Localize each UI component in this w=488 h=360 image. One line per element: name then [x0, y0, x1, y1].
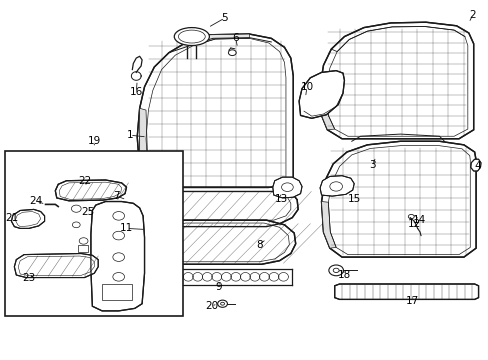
Text: 9: 9	[215, 282, 222, 292]
Text: 14: 14	[411, 215, 425, 225]
Polygon shape	[91, 202, 144, 311]
Circle shape	[79, 238, 88, 244]
Text: 3: 3	[368, 160, 375, 170]
Polygon shape	[140, 137, 154, 182]
Text: 24: 24	[29, 196, 42, 206]
Text: 22: 22	[78, 176, 91, 186]
Polygon shape	[140, 108, 148, 169]
Text: 5: 5	[221, 13, 228, 23]
Text: 7: 7	[113, 191, 120, 201]
Text: 18: 18	[337, 270, 350, 280]
Text: 15: 15	[347, 194, 360, 204]
Polygon shape	[137, 34, 293, 192]
Circle shape	[113, 212, 124, 220]
Polygon shape	[334, 284, 478, 300]
Polygon shape	[320, 22, 473, 139]
Polygon shape	[272, 177, 302, 198]
Polygon shape	[11, 210, 44, 228]
Text: 16: 16	[129, 87, 142, 97]
Polygon shape	[143, 220, 295, 264]
Text: 11: 11	[120, 224, 133, 233]
Polygon shape	[299, 71, 344, 118]
Polygon shape	[320, 176, 353, 196]
Text: 13: 13	[274, 194, 287, 204]
Text: 21: 21	[5, 213, 18, 222]
Circle shape	[71, 205, 81, 212]
Text: 17: 17	[405, 296, 419, 306]
Text: 20: 20	[204, 301, 218, 311]
Text: 8: 8	[255, 239, 262, 249]
Polygon shape	[14, 253, 98, 278]
Bar	[102, 284, 132, 300]
Polygon shape	[320, 87, 334, 130]
Polygon shape	[55, 180, 126, 201]
Circle shape	[217, 300, 227, 307]
Circle shape	[328, 265, 343, 276]
Circle shape	[72, 222, 80, 228]
Text: 4: 4	[473, 161, 480, 171]
Polygon shape	[131, 187, 298, 226]
Text: 23: 23	[22, 273, 36, 283]
Circle shape	[113, 273, 124, 281]
Polygon shape	[186, 34, 249, 45]
Text: 19: 19	[87, 136, 101, 146]
Text: 10: 10	[300, 82, 313, 93]
Bar	[4, 151, 182, 316]
Circle shape	[113, 253, 124, 261]
Ellipse shape	[174, 28, 209, 45]
Text: 2: 2	[468, 10, 475, 20]
Bar	[78, 245, 88, 252]
Polygon shape	[321, 141, 475, 257]
Polygon shape	[470, 159, 480, 171]
Circle shape	[113, 231, 124, 240]
Polygon shape	[321, 202, 335, 248]
Text: 25: 25	[81, 207, 94, 217]
Text: 12: 12	[407, 219, 420, 229]
Polygon shape	[122, 189, 137, 205]
Text: 6: 6	[232, 33, 239, 43]
Text: 1: 1	[126, 130, 133, 140]
